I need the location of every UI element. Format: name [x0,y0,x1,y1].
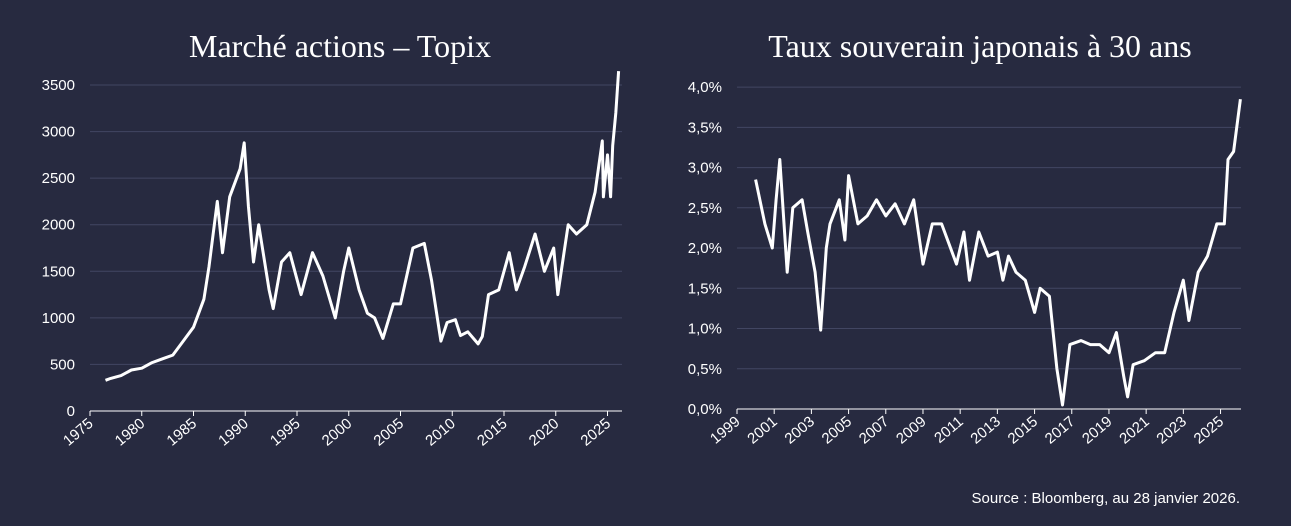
y-tick-label: 0 [67,403,75,420]
y-tick-label: 1500 [42,263,75,280]
chart-title: Marché actions – Topix [189,28,491,64]
y-tick-label: 1000 [42,310,75,327]
y-tick-label: 0,0% [688,401,722,418]
y-tick-label: 4,0% [688,79,722,96]
y-tick-label: 2500 [42,170,75,187]
y-tick-label: 500 [50,356,75,373]
chart-title: Taux souverain japonais à 30 ans [768,28,1191,64]
line-series [754,99,1242,407]
y-tick-label: 3,5% [688,119,722,136]
y-tick-label: 2,5% [688,200,722,217]
y-tick-label: 3500 [42,77,75,94]
source-note: Source : Bloomberg, au 28 janvier 2026. [972,490,1241,507]
y-tick-label: 3,0% [688,160,722,177]
y-tick-label: 0,5% [688,361,722,378]
y-tick-label: 2,0% [688,240,722,257]
y-tick-label: 1,0% [688,321,722,338]
y-tick-label: 1,5% [688,280,722,297]
line-series [104,70,621,382]
y-tick-label: 3000 [42,124,75,141]
y-tick-label: 2000 [42,217,75,234]
